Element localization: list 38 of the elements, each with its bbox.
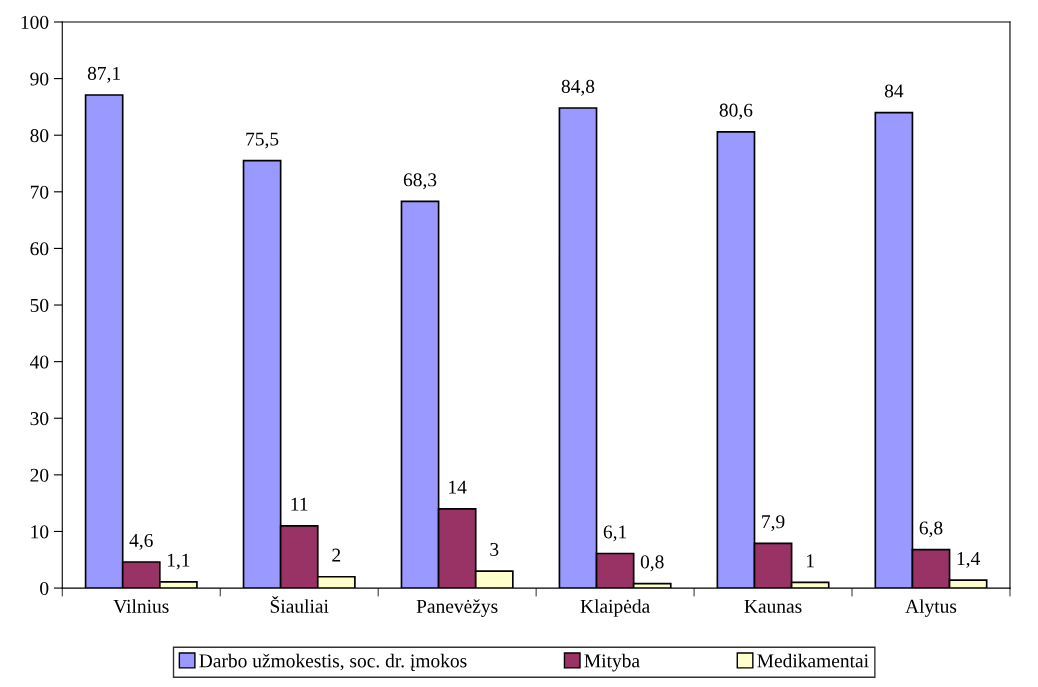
data-label: 68,3 xyxy=(403,173,437,190)
y-tick-label: 30 xyxy=(30,412,49,426)
data-label: 7,9 xyxy=(762,515,785,532)
data-label: 14 xyxy=(449,480,467,494)
y-tick-label: 60 xyxy=(30,242,49,256)
data-label: 2 xyxy=(332,548,341,562)
data-label: 4,6 xyxy=(129,533,153,550)
data-label: 80,6 xyxy=(719,103,753,120)
x-tick-label: Kaunas xyxy=(744,599,802,613)
x-tick-label: Šiauliai xyxy=(270,596,329,613)
data-label: 84,8 xyxy=(561,79,595,96)
y-tick-label: 80 xyxy=(30,129,49,143)
y-tick-label: 40 xyxy=(30,355,49,369)
x-tick-label: Panevėžys xyxy=(416,599,498,617)
data-label: 0,8 xyxy=(640,555,664,572)
x-tick-label: Alytus xyxy=(905,599,957,617)
data-label: 1,1 xyxy=(167,553,190,570)
data-label: 1,4 xyxy=(957,552,980,568)
legend-label: Medikamentai xyxy=(757,653,869,668)
data-label: 3 xyxy=(490,542,499,557)
data-label: 84 xyxy=(884,84,904,98)
x-tick-label: Vilnius xyxy=(113,599,169,613)
y-tick-label: 20 xyxy=(30,468,49,482)
legend-label: Darbo užmokestis, soc. dr. įmokos xyxy=(199,653,467,672)
y-tick-label: 100 xyxy=(21,15,49,29)
y-tick-label: 50 xyxy=(30,298,49,312)
x-tick-label: Klaipėda xyxy=(580,599,650,617)
y-tick-label: 90 xyxy=(30,72,49,86)
data-label: 11 xyxy=(291,497,308,511)
data-label: 1 xyxy=(807,554,814,568)
data-label: 87,1 xyxy=(87,66,120,83)
data-label: 6,8 xyxy=(919,521,943,538)
y-tick-label: 10 xyxy=(31,525,49,539)
y-tick-label: 0 xyxy=(40,581,49,596)
y-tick-label: 70 xyxy=(30,185,49,199)
data-label: 75,5 xyxy=(246,132,279,149)
legend-label: Mityba xyxy=(584,653,640,672)
data-label: 6,1 xyxy=(603,525,627,542)
